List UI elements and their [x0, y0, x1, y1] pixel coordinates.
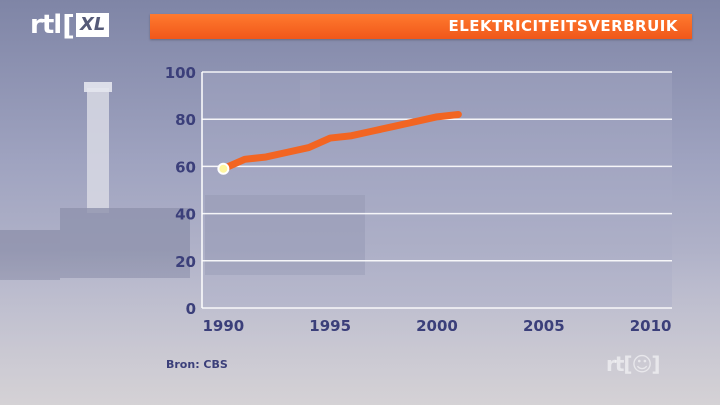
source-label: Bron: CBS [166, 358, 228, 371]
series-start-point-0 [217, 162, 230, 175]
y-tick-label-4: 80 [175, 111, 196, 129]
page-title: ELEKTRICITEITSVERBRUIK [448, 17, 678, 35]
logo-rtl-text: rtl [30, 10, 62, 40]
y-tick-label-2: 40 [175, 206, 196, 224]
plot-area [202, 72, 672, 308]
y-tick-label-5: 100 [165, 64, 196, 82]
x-tick-label-0: 1990 [202, 317, 244, 335]
x-tick-label-3: 2005 [523, 317, 565, 335]
x-tick-label-2: 2000 [416, 317, 458, 335]
logo-xl-text: XL [75, 13, 110, 37]
y-tick-label-3: 60 [175, 158, 196, 176]
x-tick-label-4: 2010 [630, 317, 672, 335]
logo-bracket-icon: [ [62, 8, 75, 42]
y-tick-label-0: 0 [186, 300, 196, 318]
rtl-watermark-logo: rt[☺] [606, 352, 661, 376]
rtl-xl-logo: rtl [ XL [30, 8, 110, 42]
y-tick-label-1: 20 [175, 253, 196, 271]
x-tick-label-1: 1995 [309, 317, 351, 335]
title-bar: ELEKTRICITEITSVERBRUIK [150, 14, 692, 39]
series-line-0 [219, 110, 462, 173]
